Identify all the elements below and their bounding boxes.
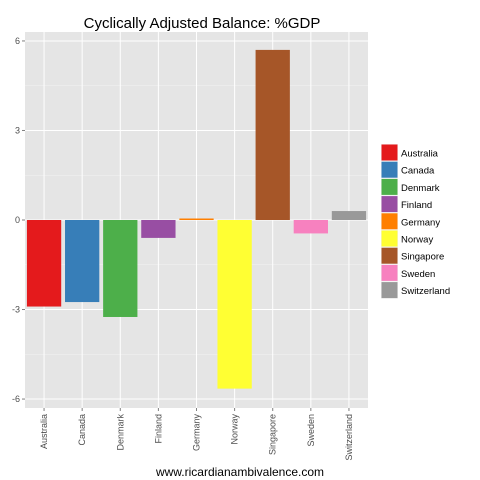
x-tick-label: Sweden xyxy=(306,414,316,447)
x-tick-label: Germany xyxy=(192,414,202,452)
bar-germany xyxy=(179,218,214,220)
legend-swatch xyxy=(381,161,398,178)
x-tick-label: Norway xyxy=(230,414,240,445)
bar-norway xyxy=(217,220,252,389)
legend-swatch xyxy=(381,213,398,230)
source-caption: www.ricardianambivalence.com xyxy=(155,465,324,479)
legend-swatch xyxy=(381,196,398,213)
x-axis: Australia Canada Denmark Finland Germany Norw… xyxy=(39,408,354,461)
bar-canada xyxy=(65,220,100,303)
legend-swatch xyxy=(381,264,398,281)
x-tick-label: Singapore xyxy=(268,414,278,455)
legend-label: Sweden xyxy=(401,269,435,280)
bars xyxy=(26,49,367,389)
legend-label: Australia xyxy=(401,149,439,160)
bar-singapore xyxy=(255,49,290,221)
bar-sweden xyxy=(293,220,328,234)
x-tick-label: Finland xyxy=(153,414,163,444)
x-tick-label: Canada xyxy=(77,414,87,446)
bar-finland xyxy=(141,220,176,238)
y-tick-label: -3 xyxy=(12,305,20,315)
y-tick-label: 6 xyxy=(15,36,20,46)
bar-denmark xyxy=(103,220,138,317)
legend-label: Switzerland xyxy=(401,286,450,297)
chart-title: Cyclically Adjusted Balance: %GDP xyxy=(84,15,321,32)
bar-switzerland xyxy=(331,211,367,220)
legend-swatch xyxy=(381,247,398,264)
legend-label: Singapore xyxy=(401,252,444,263)
legend-swatch xyxy=(381,178,398,195)
x-tick-label: Switzerland xyxy=(344,414,354,461)
legend-swatch xyxy=(381,144,398,161)
x-tick-label: Denmark xyxy=(115,414,125,451)
legend-swatch xyxy=(381,230,398,247)
y-tick-label: -6 xyxy=(12,394,20,404)
y-tick-label: 0 xyxy=(15,215,20,225)
x-tick-label: Australia xyxy=(39,414,49,449)
y-axis: -6 -3 0 3 6 xyxy=(12,36,25,404)
legend-label: Canada xyxy=(401,166,435,177)
legend-label: Germany xyxy=(401,217,440,228)
legend-label: Denmark xyxy=(401,183,440,194)
legend-label: Norway xyxy=(401,235,433,246)
legend-label: Finland xyxy=(401,200,432,211)
y-tick-label: 3 xyxy=(15,125,20,135)
bar-australia xyxy=(26,220,62,307)
legend-swatch xyxy=(381,282,398,299)
legend: Australia Canada Denmark Finland Germany Norw… xyxy=(381,144,450,299)
